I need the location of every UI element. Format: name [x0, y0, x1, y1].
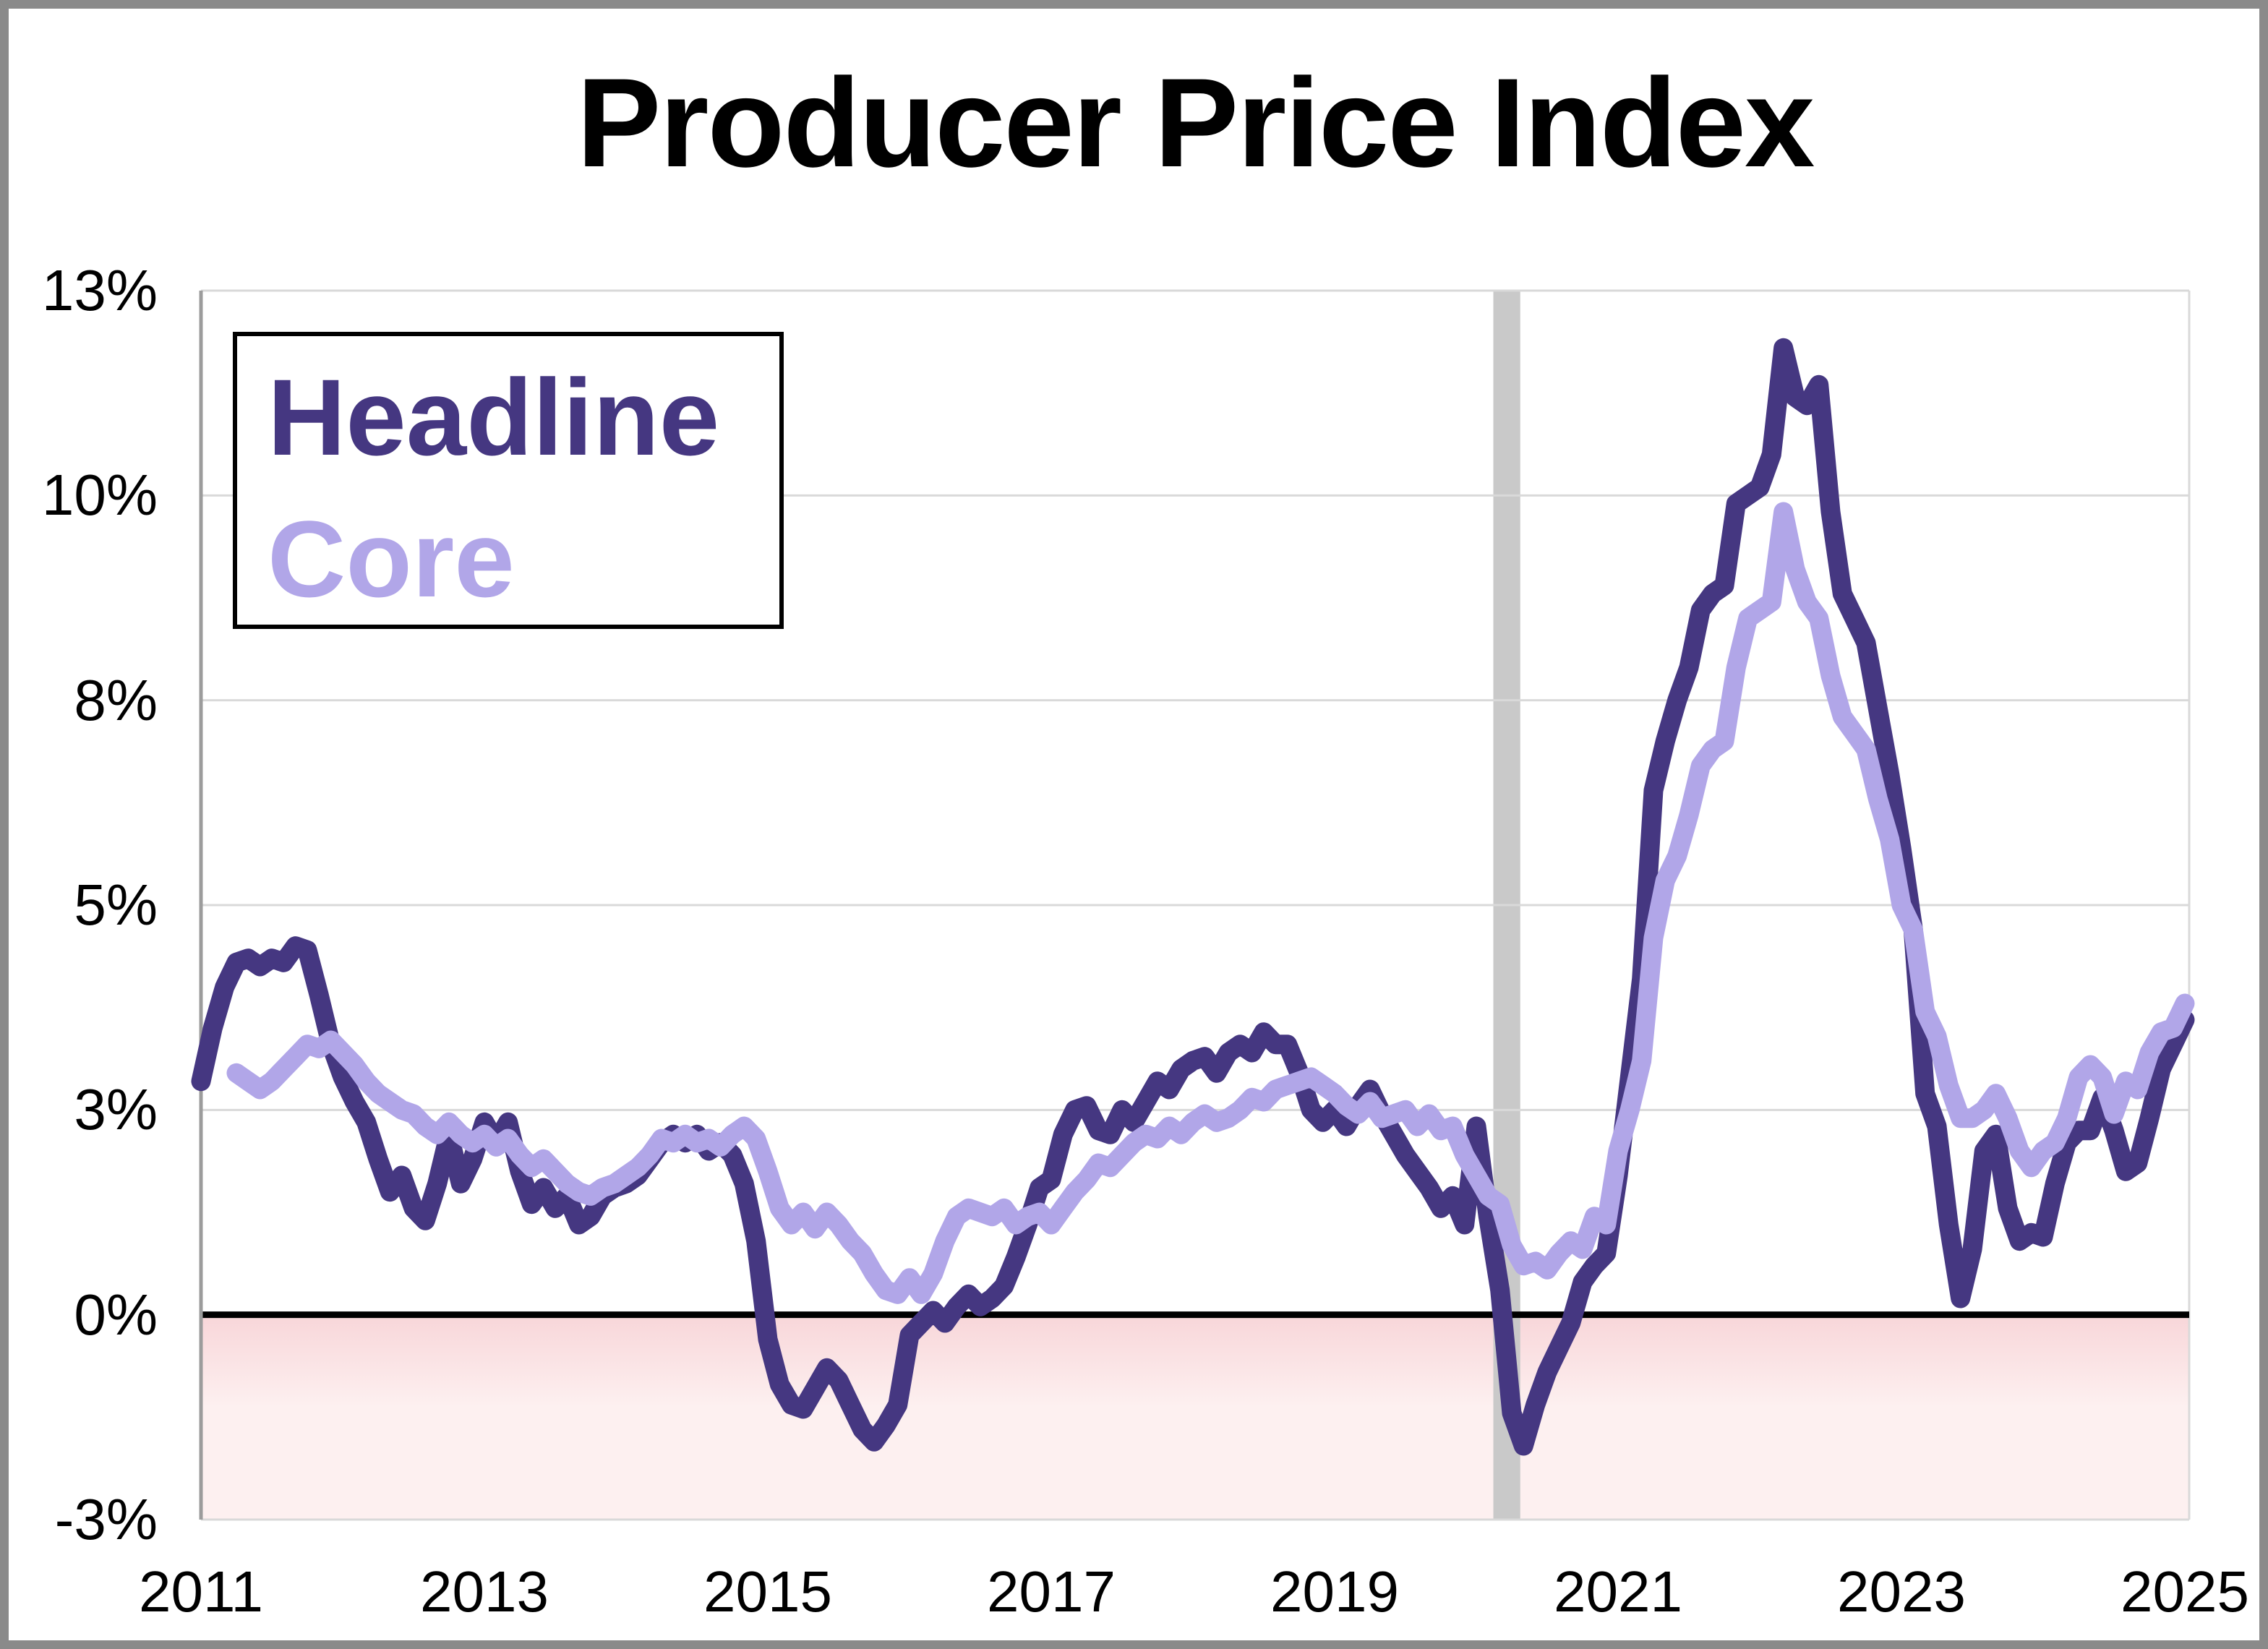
y-tick-label: 8%	[74, 667, 158, 732]
x-tick-label: 2025	[2121, 1559, 2249, 1624]
x-tick-label: 2013	[420, 1559, 549, 1624]
x-tick-label: 2019	[1270, 1559, 1399, 1624]
y-tick-label: 0%	[74, 1282, 158, 1347]
chart-title: Producer Price Index	[576, 53, 1815, 194]
legend: Headline Core	[233, 332, 784, 629]
y-tick-label: 13%	[41, 258, 158, 322]
plot-area	[191, 289, 2195, 1521]
legend-item-headline: Headline	[268, 356, 720, 478]
y-tick-label: 5%	[74, 873, 158, 937]
x-tick-label: 2015	[703, 1559, 832, 1624]
series-headline	[191, 338, 2195, 1456]
legend-item-core: Core	[268, 498, 515, 620]
y-tick-label: 3%	[74, 1077, 158, 1142]
y-tick-label: 10%	[41, 463, 158, 528]
x-tick-label: 2023	[1837, 1559, 1966, 1624]
series-core	[226, 502, 2195, 1304]
negative-region	[201, 1314, 2189, 1520]
x-tick-label: 2017	[987, 1559, 1116, 1624]
x-tick-label: 2011	[138, 1559, 264, 1624]
y-tick-label: -3%	[54, 1487, 158, 1551]
x-tick-label: 2021	[1554, 1559, 1682, 1624]
